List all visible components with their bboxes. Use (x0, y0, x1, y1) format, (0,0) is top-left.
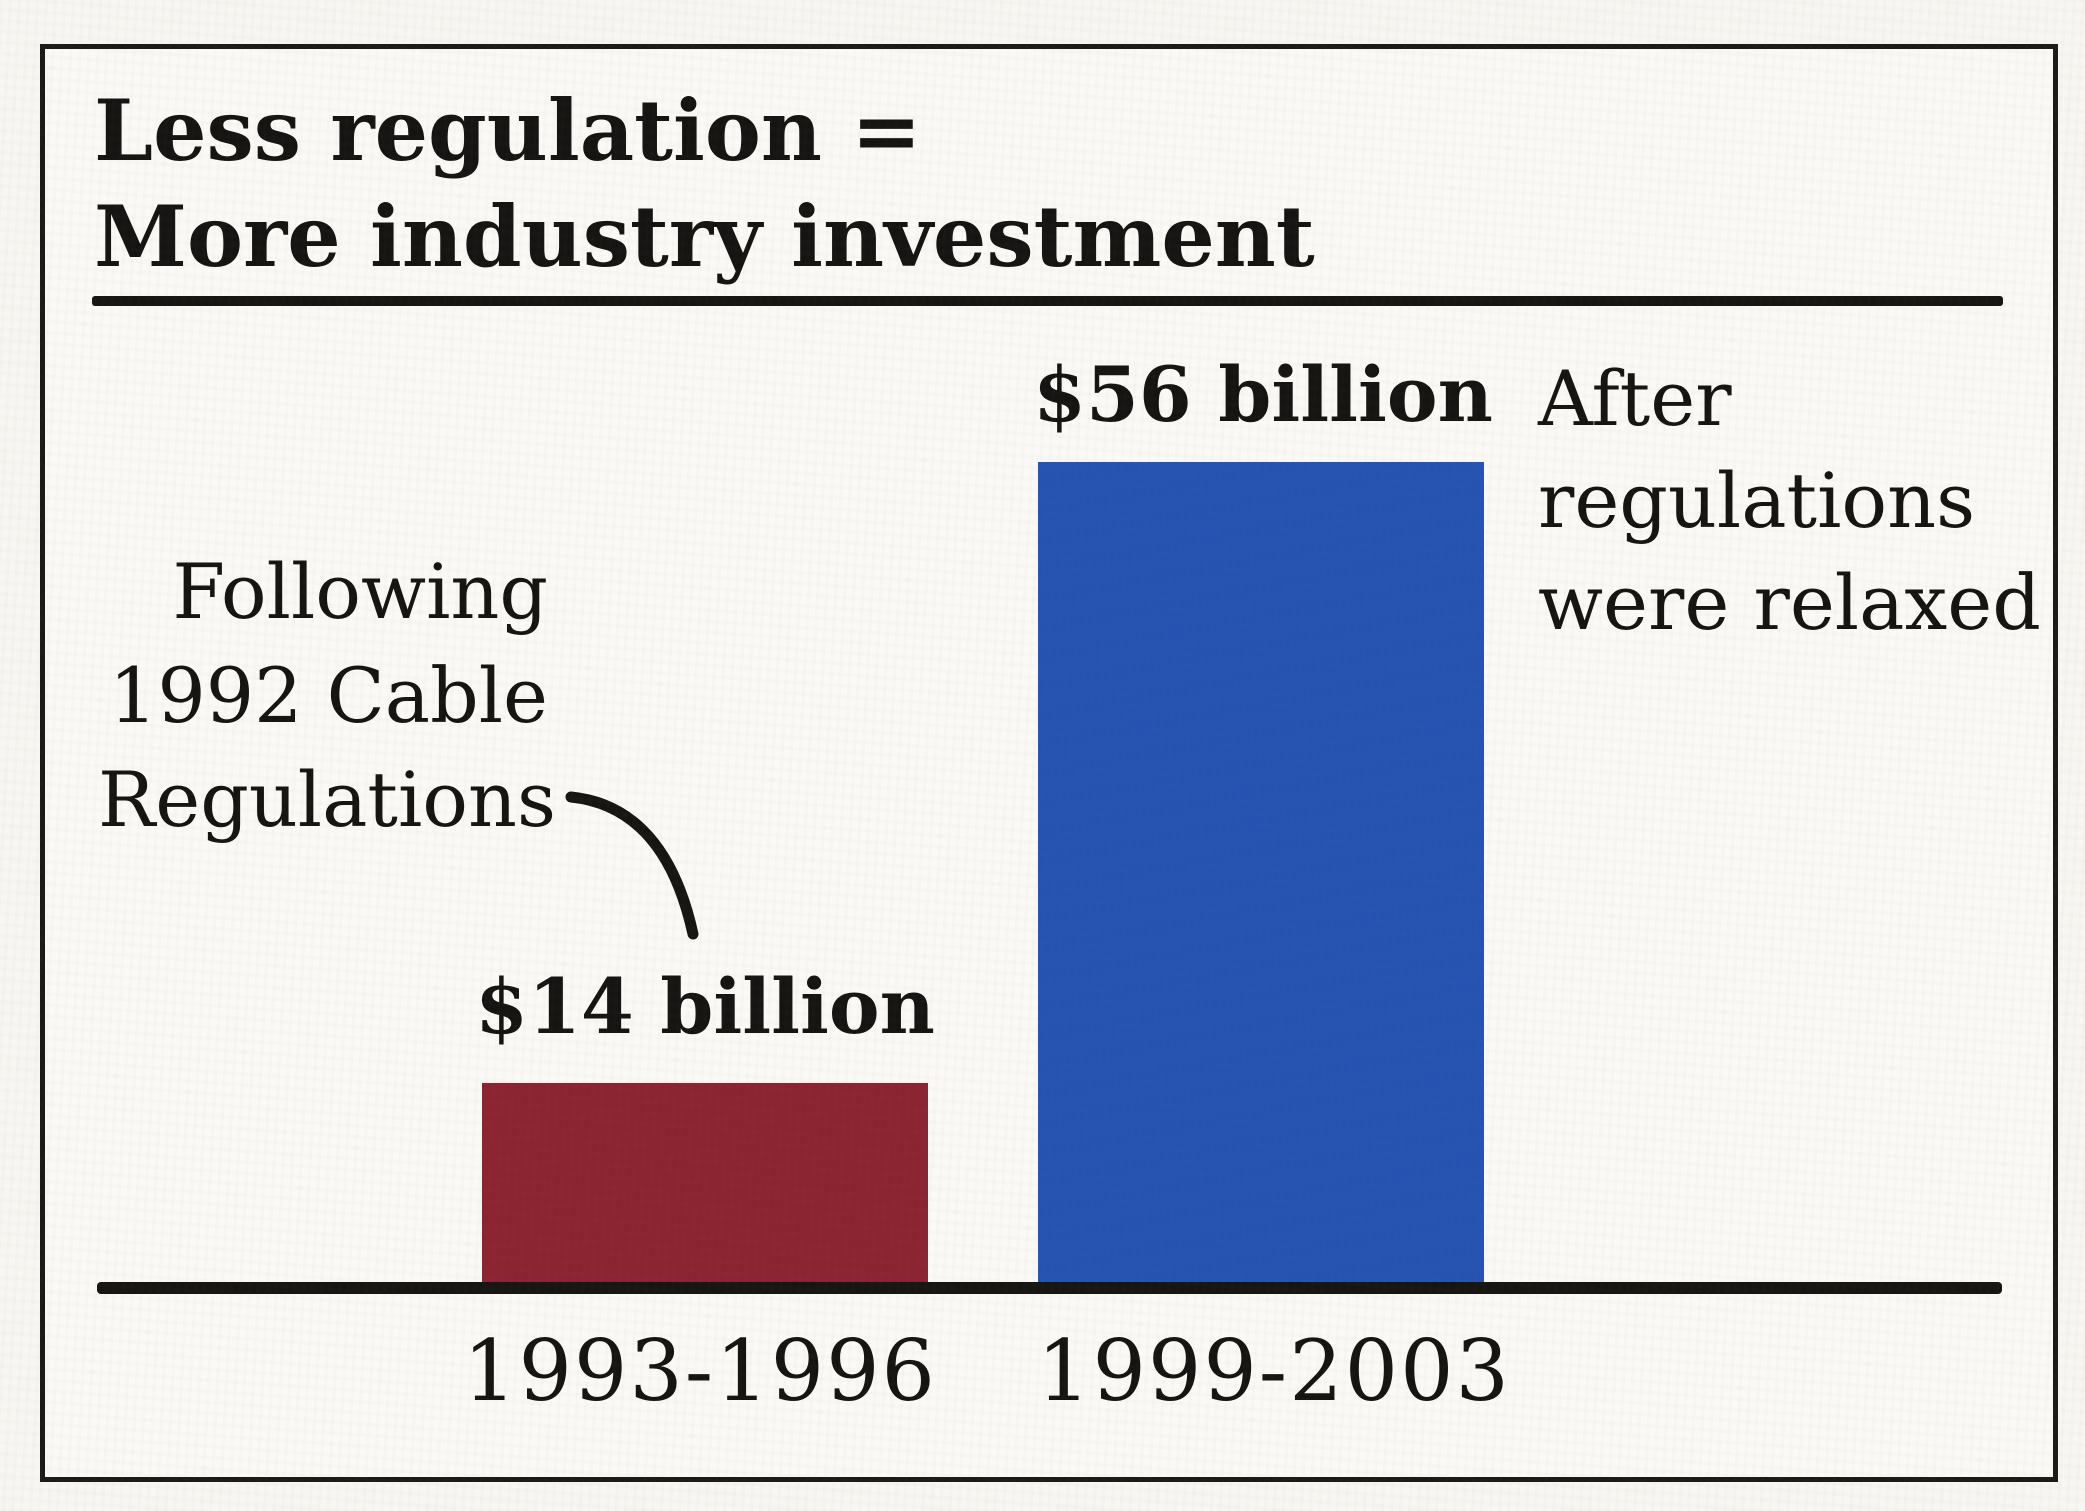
annotation-pointer-curve (565, 791, 699, 940)
bar-value-label-56-billion: $56 billion (1033, 350, 1493, 439)
chart-title-line-2: More industry investment (94, 187, 1315, 286)
annotation-after-regulations-relaxed: After regulations were relaxed (1538, 348, 2041, 654)
annotation-1992-cable-regulations: Following 1992 Cable Regulations (98, 540, 556, 852)
x-axis-baseline (97, 1282, 2002, 1294)
x-tick-1993-1996: 1993-1996 (463, 1322, 937, 1420)
annotation-right-line-2: regulations (1538, 456, 1976, 545)
x-tick-1999-2003: 1999-2003 (1037, 1322, 1511, 1420)
chart-title: Less regulation = More industry investme… (94, 78, 1315, 290)
bar-1993-1996 (482, 1083, 928, 1290)
annotation-right-line-3: were relaxed (1538, 558, 2041, 647)
annotation-left-line-3: Regulations (98, 755, 556, 844)
annotation-left-line-1: Following (172, 547, 548, 636)
chart-title-line-1: Less regulation = (94, 81, 922, 180)
annotation-left-line-2: 1992 Cable (109, 651, 548, 740)
bar-value-label-14-billion: $14 billion (475, 962, 935, 1051)
title-underline-rule (92, 296, 2003, 306)
annotation-right-line-1: After (1538, 354, 1732, 443)
bar-1999-2003 (1038, 462, 1484, 1290)
